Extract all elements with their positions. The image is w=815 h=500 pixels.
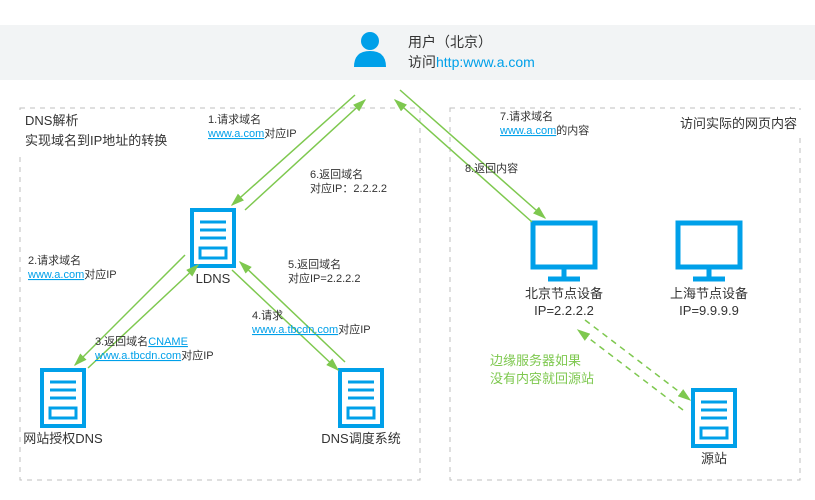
edge4-label-l2: www.a.tbcdn.com对应IP [251,322,371,336]
left-box-title1: DNS解析 [25,113,78,128]
edge5-label-l1: 5.返回域名 [288,257,341,271]
edge-bj-origin [585,320,690,400]
edge7-label-l2: www.a.com的内容 [499,123,589,137]
right-box-title: 访问实际的网页内容 [680,116,797,131]
ldns-icon [192,210,234,266]
edge4-label-l1: 4.请求 [252,309,283,322]
edge-4 [232,270,338,370]
authdns-label: 网站授权DNS [23,431,103,446]
bj-node-ip: IP=2.2.2.2 [534,303,594,318]
header-visit: 访问http:www.a.com [408,54,535,70]
edge3-label-l1: 3.返回域名CNAME [95,334,188,348]
edge1-label-l2: www.a.com对应IP [207,126,297,140]
edge1-label-l1: 1.请求域名 [208,112,261,126]
dispatch-label: DNS调度系统 [321,431,400,446]
edge2-label-l2: www.a.com对应IP [27,267,117,281]
edge6-label-l1: 6.返回域名 [310,167,363,181]
ldns-label: LDNS [196,271,231,286]
header-user-label: 用户（北京） [408,34,492,50]
edge-note-l2: 没有内容就回源站 [490,371,594,386]
bj-node-icon [533,223,595,279]
edge-note-l1: 边缘服务器如果 [490,353,581,368]
edge8-label: 8.返回内容 [465,161,518,175]
dispatch-icon [340,370,382,426]
edge-origin-bj [578,330,683,410]
edge3-label-l2: www.a.tbcdn.com对应IP [94,348,214,362]
edge-7 [400,90,545,218]
sh-node-icon [678,223,740,279]
edge6-label-l2: 对应IP：2.2.2.2 [310,181,387,195]
origin-label: 源站 [701,451,727,466]
origin-icon [693,390,735,446]
sh-node-ip: IP=9.9.9.9 [679,303,739,318]
edge2-label-l1: 2.请求域名 [28,253,81,267]
edge7-label-l1: 7.请求域名 [500,109,553,123]
bj-node-label: 北京节点设备 [525,286,603,301]
edge5-label-l2: 对应IP=2.2.2.2 [288,271,360,285]
left-box-title2: 实现域名到IP地址的转换 [25,133,167,148]
authdns-icon [42,370,84,426]
sh-node-label: 上海节点设备 [670,286,748,301]
